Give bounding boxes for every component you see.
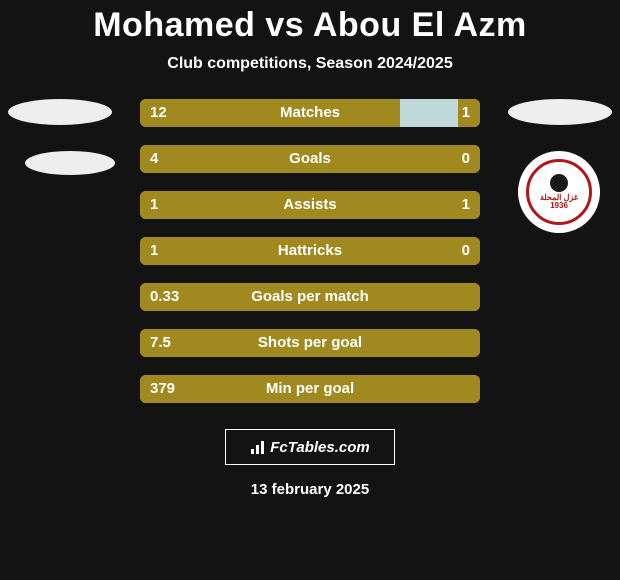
- stat-row: 379Min per goal: [140, 375, 480, 403]
- stat-row: 7.5Shots per goal: [140, 329, 480, 357]
- stat-row: 0.33Goals per match: [140, 283, 480, 311]
- player-right-placeholder-1: [508, 99, 612, 125]
- date-label: 13 february 2025: [251, 481, 369, 498]
- stat-label: Goals: [140, 145, 480, 173]
- stat-label: Hattricks: [140, 237, 480, 265]
- chart-icon: [250, 439, 266, 455]
- page-subtitle: Club competitions, Season 2024/2025: [167, 55, 452, 73]
- club-badge-right: غزل المحلة 1936: [518, 151, 600, 233]
- stat-row: 121Matches: [140, 99, 480, 127]
- stat-label: Min per goal: [140, 375, 480, 403]
- stat-row: 11Assists: [140, 191, 480, 219]
- page-title: Mohamed vs Abou El Azm: [93, 6, 527, 45]
- stat-label: Assists: [140, 191, 480, 219]
- player-left-placeholder-2: [25, 151, 115, 175]
- club-badge-emblem: [550, 174, 568, 192]
- comparison-infographic: Mohamed vs Abou El Azm Club competitions…: [0, 0, 620, 580]
- stat-row: 10Hattricks: [140, 237, 480, 265]
- brand-box: FcTables.com: [225, 429, 395, 465]
- club-badge-text-bottom: 1936: [550, 202, 568, 210]
- stat-bars: 121Matches 40Goals 11Assists 10Hattricks 0.3…: [140, 99, 480, 403]
- stats-area: غزل المحلة 1936 121Matches 40Goals 11Assis…: [0, 99, 620, 403]
- brand-label: FcTables.com: [270, 439, 369, 456]
- player-left-placeholder-1: [8, 99, 112, 125]
- stat-label: Matches: [140, 99, 480, 127]
- stat-label: Goals per match: [140, 283, 480, 311]
- stat-label: Shots per goal: [140, 329, 480, 357]
- club-badge-inner: غزل المحلة 1936: [526, 159, 592, 225]
- stat-row: 40Goals: [140, 145, 480, 173]
